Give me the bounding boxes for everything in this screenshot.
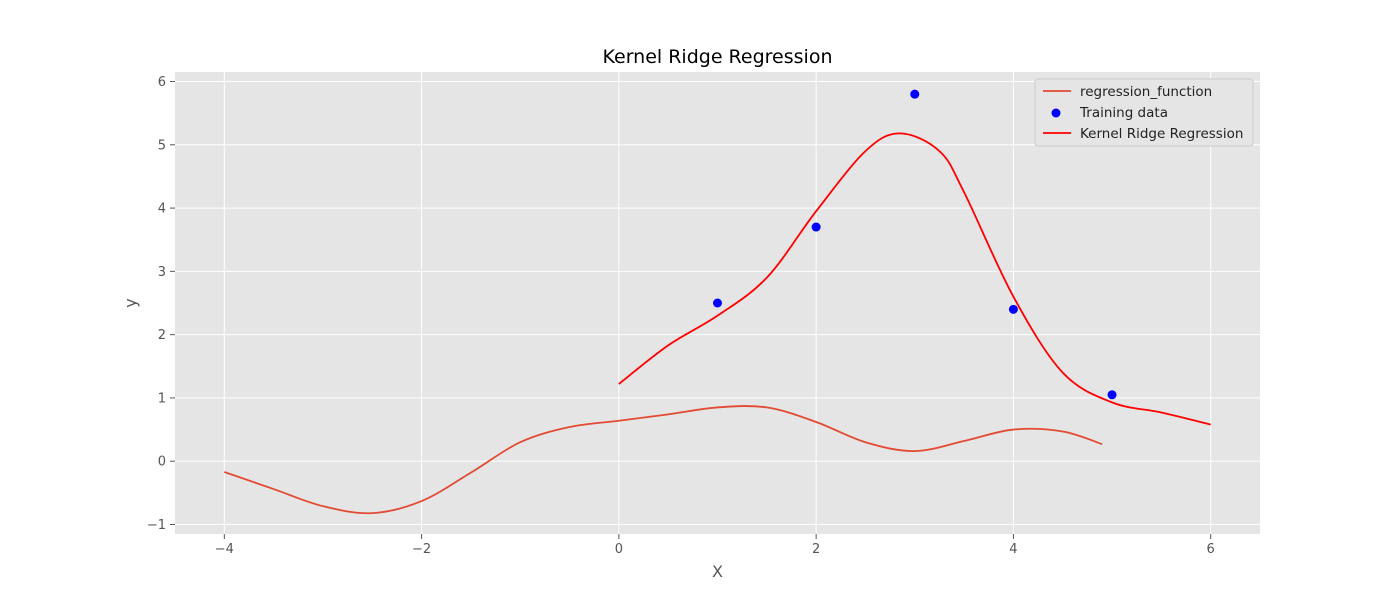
series-layer — [224, 89, 1211, 515]
y-tick-label: 2 — [158, 328, 166, 343]
x-tick-label: 4 — [1009, 542, 1017, 557]
legend-box — [1034, 78, 1254, 147]
training-data-point — [713, 298, 722, 308]
y-tick-label: −1 — [147, 518, 166, 533]
training-data-point — [1008, 304, 1018, 314]
y-tick-label: 5 — [158, 138, 166, 153]
y-axis-ticks: −1 0 1 2 3 4 5 6 — [147, 75, 175, 533]
legend: regression_function Training data Kernel… — [1034, 78, 1254, 147]
y-tick-label: 4 — [158, 202, 166, 217]
training-data-point — [811, 222, 821, 232]
grid-lines — [175, 72, 1260, 534]
kernel-ridge-regression-line — [618, 132, 1211, 426]
regression-function-line — [224, 405, 1103, 515]
x-tick-label: 0 — [615, 542, 623, 557]
y-tick-label: 6 — [158, 75, 166, 90]
legend-swatch-training-data — [1051, 108, 1061, 118]
x-axis-ticks: −4 −2 0 2 4 6 — [215, 534, 1215, 557]
y-tick-label: 3 — [158, 265, 166, 280]
training-data-point — [910, 89, 920, 99]
x-tick-label: 6 — [1207, 542, 1215, 557]
training-data-point — [1107, 390, 1117, 400]
x-tick-label: −4 — [215, 542, 234, 557]
x-tick-label: 2 — [812, 542, 820, 557]
x-axis-label: X — [712, 562, 723, 581]
legend-label-kernel-ridge-regression: Kernel Ridge Regression — [1080, 126, 1243, 142]
x-tick-label: −2 — [412, 542, 431, 557]
y-tick-label: 1 — [158, 391, 166, 406]
chart-title: Kernel Ridge Regression — [603, 46, 833, 68]
legend-label-regression-function: regression_function — [1080, 84, 1212, 100]
y-axis-label: y — [121, 298, 140, 307]
y-tick-label: 0 — [158, 455, 166, 470]
legend-label-training-data: Training data — [1079, 105, 1168, 121]
